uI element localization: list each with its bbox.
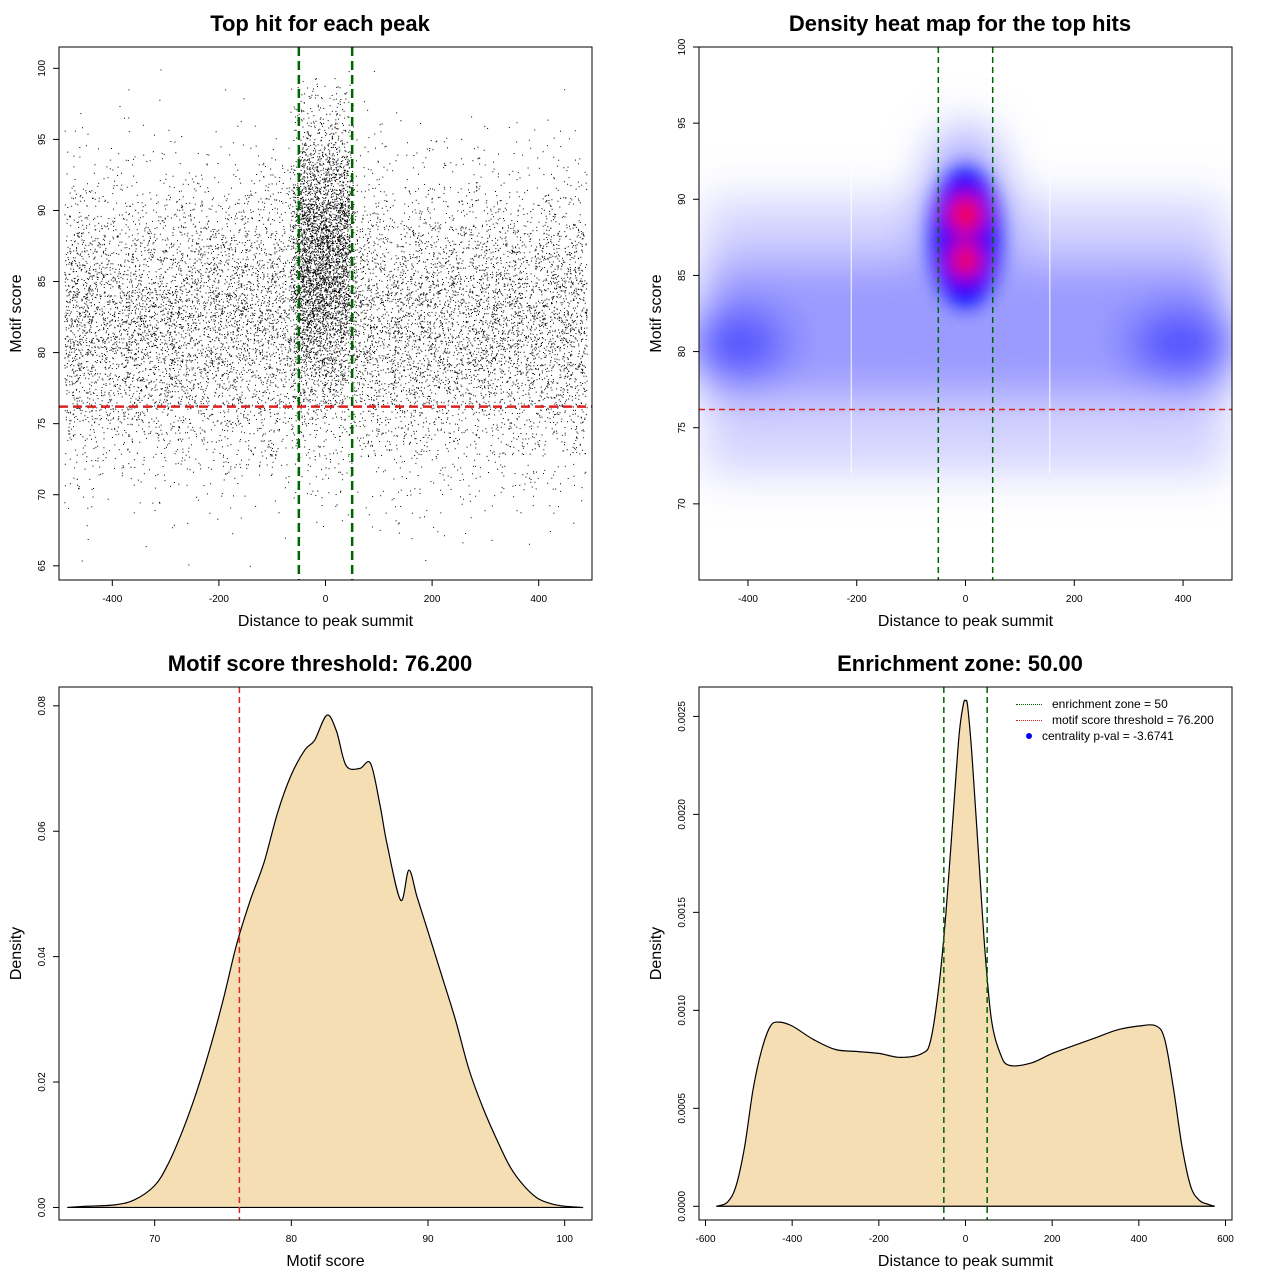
distance-density-curve [716, 699, 1215, 1207]
y-tick-label: 85 [37, 276, 48, 288]
legend-item: centrality p-val = -3.6741 [1016, 728, 1214, 744]
heatmap-title: Density heat map for the top hits [788, 11, 1132, 36]
x-tick-label: 400 [530, 594, 547, 605]
legend-item: motif score threshold = 76.200 [1016, 712, 1214, 728]
x-tick-label: 200 [424, 594, 441, 605]
score-density-plot: 70 80 90 100 0.00 0.02 0.04 0.06 0.08 Motif score… [8, 686, 593, 1270]
x-tick-label: 0 [323, 594, 329, 605]
y-tick-label: 0.00 [37, 1197, 48, 1217]
heatmap-panel: Density heat map for the top hits -400 -2… [640, 0, 1280, 640]
x-tick-label: -600 [695, 1234, 715, 1245]
legend-label: centrality p-val = -3.6741 [1042, 729, 1174, 743]
legend-swatch-red [1016, 719, 1042, 721]
x-axis-label: Distance to peak summit [238, 613, 414, 630]
x-tick-label: -200 [209, 594, 229, 605]
x-tick-label: 70 [149, 1234, 161, 1245]
y-tick-label: 95 [677, 117, 688, 129]
y-tick-label: 75 [677, 422, 688, 434]
y-axis-label: Motif score [648, 274, 665, 352]
y-tick-label: 80 [677, 346, 688, 358]
y-tick-label: 0.0005 [677, 1093, 688, 1124]
y-tick-label: 70 [677, 498, 688, 510]
density-blob [1128, 305, 1232, 382]
y-tick-label: 70 [37, 489, 48, 501]
y-tick-label: 0.0000 [677, 1191, 688, 1222]
x-tick-label: 80 [286, 1234, 298, 1245]
density-peak [948, 194, 983, 235]
scatter-points [64, 69, 588, 567]
heatmap-plot: -400 -200 0 200 400 70 75 80 85 90 95 100 Distance t… [648, 38, 1233, 630]
legend-label: enrichment zone = 50 [1052, 697, 1168, 711]
density-core-blue [931, 167, 1000, 308]
score-density-panel: Motif score threshold: 76.200 70 80 90 100 0… [0, 640, 640, 1280]
score-density-curve [67, 714, 584, 1209]
density-blob [699, 305, 788, 382]
distance-density-plot: -600 -400 -200 0 200 400 600 0.0000 0.0005 0.0010… [648, 686, 1234, 1270]
legend-swatch-green [1016, 703, 1042, 705]
scatter-panel: Top hit for each peak -400 -200 0 200 400 65 7… [0, 0, 640, 640]
y-tick-label: 0.04 [37, 946, 48, 966]
score-density-title: Motif score threshold: 76.200 [167, 651, 473, 676]
distance-density-panel: Enrichment zone: 50.00 -600 -400 -200 0 200 4… [640, 640, 1280, 1280]
y-tick-label: 0.06 [37, 821, 48, 841]
y-tick-label: 100 [677, 38, 688, 55]
x-tick-label: 200 [1066, 594, 1083, 605]
y-tick-label: 0.0020 [677, 799, 688, 830]
y-tick-label: 90 [677, 193, 688, 205]
y-tick-label: 0.0010 [677, 995, 688, 1026]
x-axis-label: Motif score [286, 1253, 364, 1270]
x-tick-label: -200 [869, 1234, 889, 1245]
legend-dot [1026, 733, 1032, 739]
x-tick-label: 90 [422, 1234, 434, 1245]
x-tick-label: 100 [556, 1234, 573, 1245]
legend-label: motif score threshold = 76.200 [1052, 713, 1214, 727]
x-axis-label: Distance to peak summit [878, 613, 1054, 630]
y-axis-label: Motif score [8, 274, 25, 352]
y-tick-label: 0.08 [37, 696, 48, 716]
x-tick-label: 400 [1130, 1234, 1147, 1245]
legend: enrichment zone = 50 motif score thresho… [1016, 696, 1214, 744]
x-axis-label: Distance to peak summit [878, 1253, 1054, 1270]
y-tick-label: 0.0025 [677, 701, 688, 732]
x-tick-label: 400 [1175, 594, 1192, 605]
y-tick-label: 90 [37, 204, 48, 216]
y-tick-label: 100 [37, 60, 48, 77]
scatter-title: Top hit for each peak [210, 11, 430, 36]
y-tick-label: 0.02 [37, 1072, 48, 1092]
x-tick-label: 0 [963, 594, 969, 605]
density-peak [950, 242, 981, 279]
y-tick-label: 75 [37, 418, 48, 430]
y-tick-label: 85 [677, 269, 688, 281]
scatter-plot: -400 -200 0 200 400 65 70 75 80 85 90 95 100 Distance… [8, 46, 593, 630]
y-tick-label: 65 [37, 560, 48, 572]
x-tick-label: -400 [738, 594, 758, 605]
x-tick-label: 0 [963, 1234, 969, 1245]
y-tick-label: 95 [37, 133, 48, 145]
x-tick-label: 200 [1044, 1234, 1061, 1245]
y-axis-label: Density [8, 927, 25, 980]
x-tick-label: 600 [1217, 1234, 1234, 1245]
x-tick-label: -400 [782, 1234, 802, 1245]
x-tick-label: -200 [847, 594, 867, 605]
distance-density-title: Enrichment zone: 50.00 [837, 651, 1083, 676]
y-tick-label: 0.0015 [677, 897, 688, 928]
legend-item: enrichment zone = 50 [1016, 696, 1214, 712]
density-core [931, 167, 1000, 308]
scatter-point-cloud [64, 69, 588, 567]
y-axis-label: Density [648, 927, 665, 980]
x-tick-label: -400 [102, 594, 122, 605]
heatmap-layer [699, 47, 1232, 580]
y-tick-label: 80 [37, 347, 48, 359]
